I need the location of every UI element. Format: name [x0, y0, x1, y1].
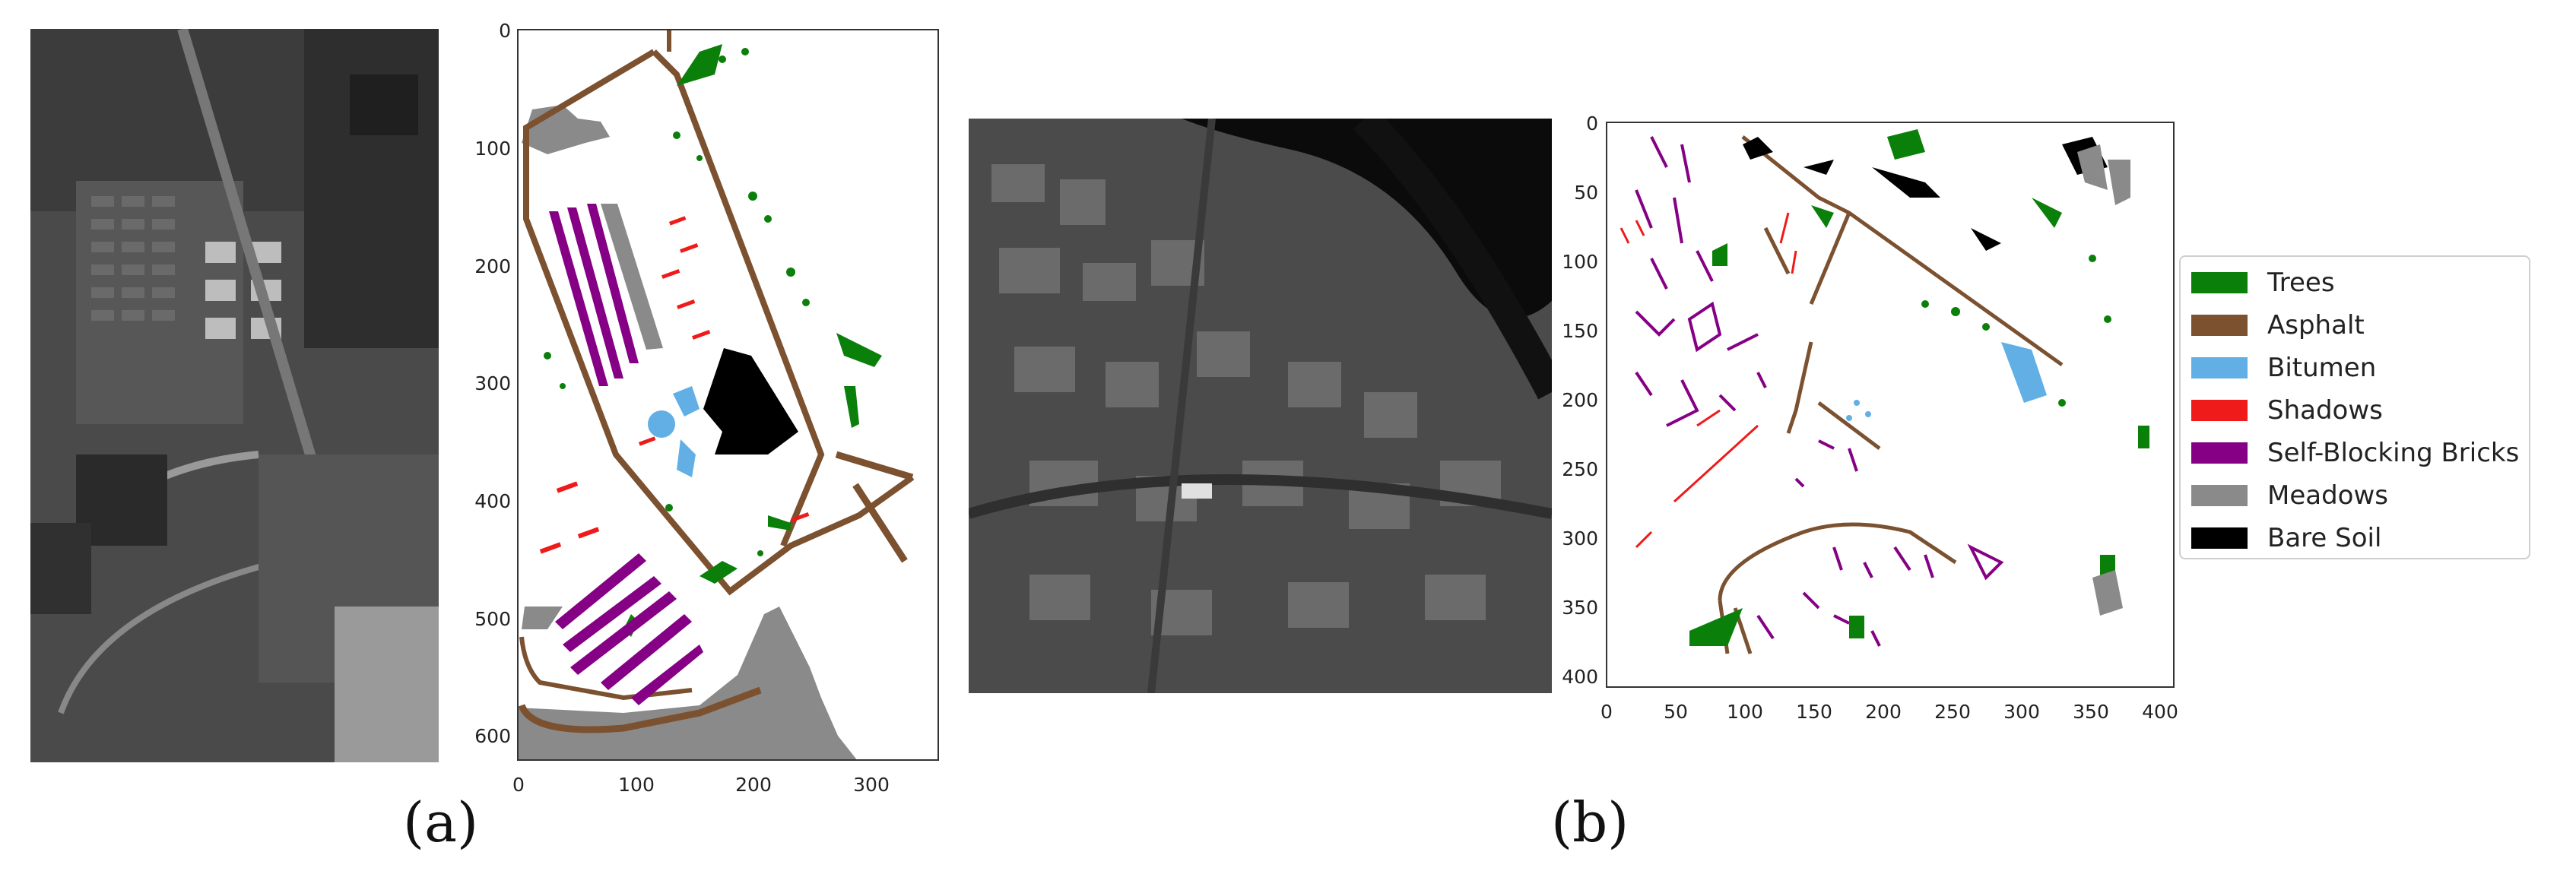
legend-label: Self-Blocking Bricks: [2267, 438, 2520, 468]
legend-item-self-blocking-bricks: Self-Blocking Bricks: [2191, 432, 2519, 474]
panel-b-y-tick: 250: [1562, 458, 1598, 480]
legend-swatch: [2191, 400, 2248, 421]
panel-a-y-tick: 400: [474, 490, 511, 512]
panel-b-x-tick: 400: [2142, 701, 2178, 723]
panel-b-x-tick: 300: [2003, 701, 2040, 723]
panel-b-x-tick: 250: [1934, 701, 1971, 723]
panel-a-y-tick: 600: [474, 725, 511, 747]
class-legend: Trees Asphalt Bitumen Shadows Self-Block…: [2179, 255, 2530, 559]
legend-swatch: [2191, 315, 2248, 336]
legend-label: Meadows: [2267, 480, 2388, 511]
panel-b-class-map: [1606, 122, 2175, 688]
panel-b-x-tick: 100: [1727, 701, 1763, 723]
legend-swatch: [2191, 272, 2248, 293]
panel-b-caption: (b): [1551, 790, 1629, 854]
panel-b-x-tick: 350: [2073, 701, 2109, 723]
legend-swatch: [2191, 442, 2248, 464]
legend-label: Trees: [2267, 268, 2335, 298]
panel-b-y-tick: 300: [1562, 527, 1598, 550]
panel-b-y-tick: 50: [1574, 182, 1598, 204]
panel-a-axes-frame: [517, 29, 939, 761]
panel-b-aerial-image: [969, 119, 1552, 693]
panel-b-y-tick: 400: [1562, 666, 1598, 688]
panel-a-x-tick: 300: [853, 774, 890, 796]
panel-a-y-tick: 500: [474, 608, 511, 630]
legend-swatch: [2191, 527, 2248, 549]
legend-label: Bitumen: [2267, 353, 2377, 383]
panel-a-caption: (a): [403, 790, 479, 854]
panel-b-x-tick: 150: [1796, 701, 1832, 723]
panel-b-x-tick: 200: [1865, 701, 1902, 723]
panel-a-y-tick: 300: [474, 372, 511, 394]
legend-item-bare-soil: Bare Soil: [2191, 517, 2381, 559]
panel-b-x-tick: 50: [1664, 701, 1688, 723]
panel-a-y-tick: 0: [499, 20, 511, 42]
panel-a-x-tick: 0: [512, 774, 525, 796]
legend-item-shadows: Shadows: [2191, 389, 2383, 432]
legend-label: Bare Soil: [2267, 523, 2382, 553]
panel-a-x-tick: 100: [618, 774, 655, 796]
panel-a-aerial-image: [30, 29, 439, 762]
panel-a-class-map: [517, 29, 939, 761]
legend-item-bitumen: Bitumen: [2191, 347, 2376, 389]
legend-swatch: [2191, 485, 2248, 506]
legend-item-trees: Trees: [2191, 261, 2335, 304]
panel-a-y-tick: 200: [474, 255, 511, 277]
panel-b-y-tick: 350: [1562, 597, 1598, 619]
panel-b-axes-frame: [1606, 122, 2175, 688]
panel-b-y-tick: 150: [1562, 320, 1598, 342]
legend-label: Asphalt: [2267, 310, 2365, 340]
legend-item-asphalt: Asphalt: [2191, 304, 2365, 347]
panel-a-y-tick: 100: [474, 138, 511, 160]
panel-b-y-tick: 100: [1562, 251, 1598, 273]
panel-b-y-tick: 200: [1562, 389, 1598, 411]
panel-b-y-tick: 0: [1586, 112, 1598, 135]
panel-a-x-tick: 200: [735, 774, 772, 796]
legend-swatch: [2191, 357, 2248, 378]
legend-label: Shadows: [2267, 395, 2383, 426]
panel-b-x-tick: 0: [1600, 701, 1613, 723]
legend-item-meadows: Meadows: [2191, 474, 2388, 517]
